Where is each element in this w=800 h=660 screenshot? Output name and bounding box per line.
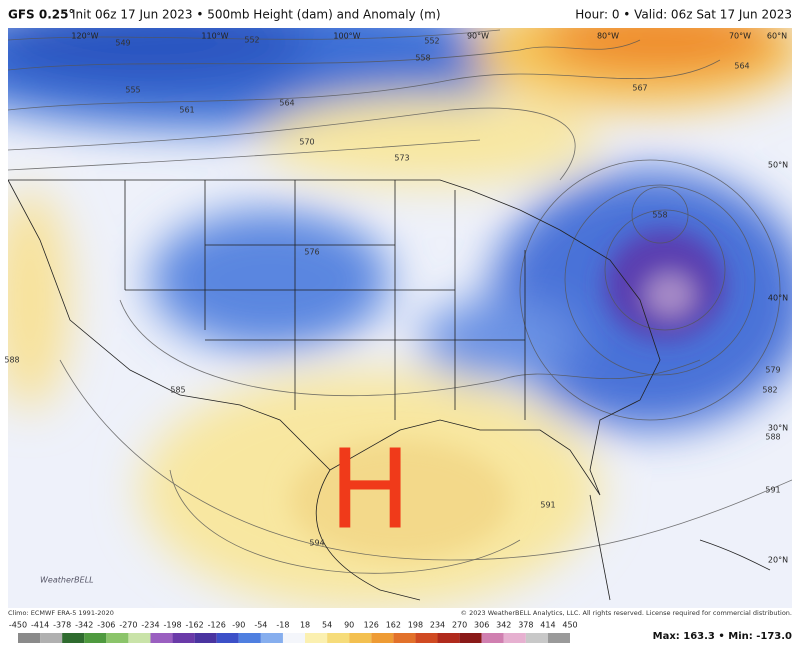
colorbar-tick-label: 234 bbox=[430, 621, 445, 630]
contour-label: 549 bbox=[115, 39, 130, 48]
description: Init 06z 17 Jun 2023 • 500mb Height (dam… bbox=[72, 8, 441, 22]
contour-label: 567 bbox=[632, 84, 647, 93]
extremes: Max: 163.3 • Min: -173.0 bbox=[653, 631, 792, 642]
colorbar-swatch bbox=[128, 633, 151, 643]
colorbar-swatch bbox=[525, 633, 548, 643]
contour-label: 591 bbox=[765, 486, 780, 495]
colorbar-tick-label: -162 bbox=[186, 621, 204, 630]
colorbar-swatch bbox=[172, 633, 195, 643]
colorbar-tick-label: -126 bbox=[208, 621, 226, 630]
geo-label: 70°W bbox=[729, 32, 751, 41]
contour-label: 576 bbox=[304, 248, 319, 257]
contour-label: 594 bbox=[309, 539, 324, 548]
colorbar-tick-label: -450 bbox=[9, 621, 27, 630]
colorbar-tick-label: -414 bbox=[31, 621, 49, 630]
contour-label: 564 bbox=[734, 62, 749, 71]
colorbar-tick-label: -342 bbox=[75, 621, 93, 630]
colorbar-swatch bbox=[437, 633, 460, 643]
colorbar-swatch bbox=[371, 633, 394, 643]
geo-label: 110°W bbox=[201, 32, 228, 41]
geo-label: 50°N bbox=[768, 161, 788, 170]
high-pressure-marker: H bbox=[329, 425, 412, 553]
colorbar-swatch bbox=[106, 633, 129, 643]
height-contours bbox=[8, 29, 792, 574]
climo-note: Climo: ECMWF ERA-5 1991-2020 bbox=[8, 609, 114, 617]
colorbar-tick-label: 54 bbox=[322, 621, 332, 630]
contour-label: 591 bbox=[540, 501, 555, 510]
contour-label: 579 bbox=[765, 366, 780, 375]
colorbar-swatch bbox=[260, 633, 283, 643]
contour-label: 558 bbox=[652, 211, 667, 220]
map-area bbox=[8, 28, 792, 608]
colorbar-swatch bbox=[84, 633, 107, 643]
colorbar-tick-label: 306 bbox=[474, 621, 489, 630]
geo-label: 20°N bbox=[768, 556, 788, 565]
boundaries bbox=[8, 179, 771, 601]
colorbar-tick-label: 18 bbox=[300, 621, 310, 630]
geo-label: 100°W bbox=[333, 32, 360, 41]
contour-label: 588 bbox=[4, 356, 19, 365]
colorbar-tick-label: -378 bbox=[53, 621, 71, 630]
valid-time: Hour: 0 • Valid: 06z Sat 17 Jun 2023 bbox=[575, 8, 792, 22]
contour-label: 573 bbox=[394, 154, 409, 163]
geo-label: 30°N bbox=[768, 424, 788, 433]
contour-label: 570 bbox=[299, 138, 314, 147]
colorbar-tick-label: 342 bbox=[496, 621, 511, 630]
colorbar-swatch bbox=[503, 633, 526, 643]
colorbar-swatch bbox=[216, 633, 239, 643]
colorbar-tick-label: -234 bbox=[141, 621, 159, 630]
colorbar-tick-label: 450 bbox=[562, 621, 577, 630]
copyright: © 2023 WeatherBELL Analytics, LLC. All r… bbox=[461, 609, 792, 617]
geo-label: 120°W bbox=[71, 32, 98, 41]
contour-label: 564 bbox=[279, 99, 294, 108]
contour-label: 582 bbox=[762, 386, 777, 395]
colorbar-swatch bbox=[238, 633, 261, 643]
colorbar-swatch bbox=[62, 633, 85, 643]
colorbar-tick-label: 90 bbox=[344, 621, 354, 630]
geo-label: 80°W bbox=[597, 32, 619, 41]
colorbar-tick-label: 126 bbox=[364, 621, 379, 630]
geo-label: 60°N bbox=[767, 32, 787, 41]
colorbar-tick-label: -270 bbox=[119, 621, 137, 630]
colorbar-tick-label: 270 bbox=[452, 621, 467, 630]
colorbar-tick-label: 378 bbox=[518, 621, 533, 630]
colorbar-swatch bbox=[415, 633, 438, 643]
geo-label: 90°W bbox=[467, 32, 489, 41]
colorbar-swatch bbox=[282, 633, 306, 643]
colorbar-swatch bbox=[547, 633, 570, 643]
colorbar-tick-label: -198 bbox=[163, 621, 181, 630]
logo: WeatherBELL bbox=[40, 576, 94, 585]
contour-label: 585 bbox=[170, 386, 185, 395]
colorbar-swatch bbox=[393, 633, 416, 643]
colorbar-swatch bbox=[349, 633, 372, 643]
colorbar-swatch bbox=[194, 633, 217, 643]
colorbar-tick-label: -90 bbox=[232, 621, 245, 630]
colorbar-swatch bbox=[40, 633, 63, 643]
colorbar-tick-label: -54 bbox=[254, 621, 267, 630]
model-name: GFS 0.25° bbox=[8, 8, 74, 22]
contour-label: 561 bbox=[179, 106, 194, 115]
colorbar-swatch bbox=[327, 633, 350, 643]
geo-label: 40°N bbox=[768, 294, 788, 303]
colorbar-swatch bbox=[18, 633, 41, 643]
contour-label: 555 bbox=[125, 86, 140, 95]
colorbar-tick-label: 414 bbox=[540, 621, 555, 630]
contour-label: 558 bbox=[415, 54, 430, 63]
colorbar-tick-label: 162 bbox=[386, 621, 401, 630]
contour-label: 588 bbox=[765, 433, 780, 442]
colorbar-swatch bbox=[459, 633, 482, 643]
contour-label: 552 bbox=[244, 36, 259, 45]
colorbar-swatch bbox=[305, 633, 328, 643]
colorbar-tick-label: -18 bbox=[276, 621, 289, 630]
colorbar-tick-label: 198 bbox=[408, 621, 423, 630]
colorbar-tick-label: -306 bbox=[97, 621, 115, 630]
contour-label: 552 bbox=[424, 37, 439, 46]
colorbar-swatch bbox=[481, 633, 504, 643]
colorbar: -450 -414 -378 -342 -306 -270 -234 -198 -162 -126… bbox=[9, 621, 578, 643]
colorbar-swatch bbox=[150, 633, 173, 643]
